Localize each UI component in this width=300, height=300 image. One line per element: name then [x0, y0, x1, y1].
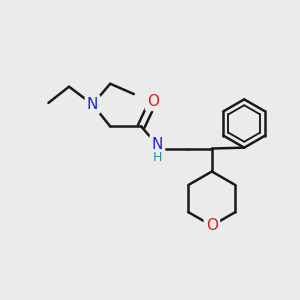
Text: O: O — [147, 94, 159, 109]
Text: O: O — [206, 218, 218, 233]
Text: H: H — [153, 151, 162, 164]
Text: N: N — [152, 136, 163, 152]
Text: N: N — [87, 97, 98, 112]
